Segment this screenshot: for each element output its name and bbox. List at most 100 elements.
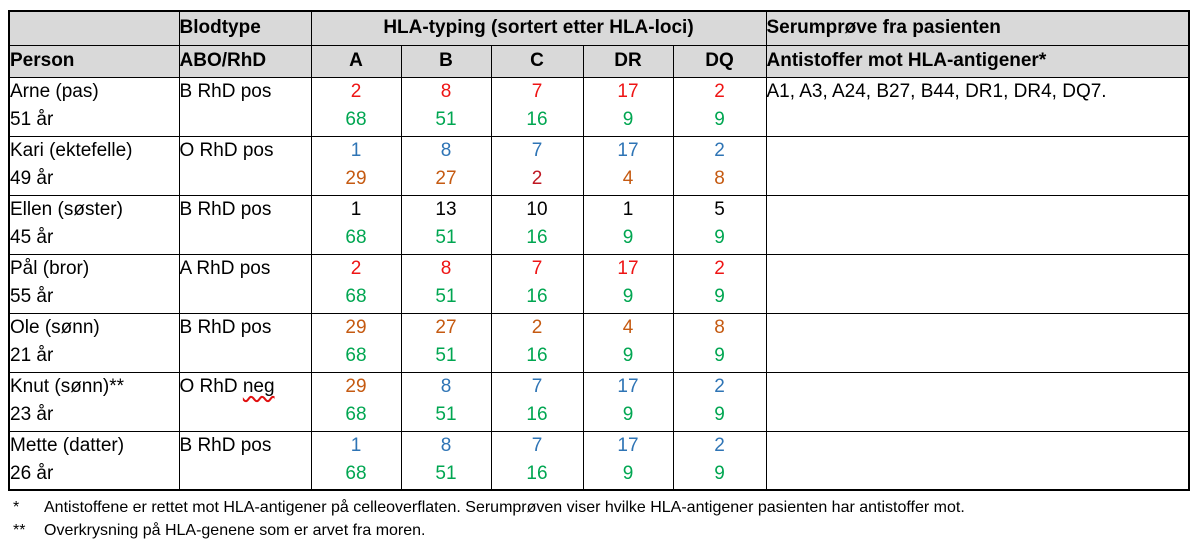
hla-bottom-value: 51 — [435, 226, 457, 248]
header-antibodies: Antistoffer mot HLA-antigener* — [765, 44, 1190, 78]
hla-top-value: 17 — [617, 80, 639, 102]
hla-top-value: 8 — [440, 375, 452, 397]
hla-top-value: 7 — [531, 375, 543, 397]
hla-bottom-value: 9 — [622, 344, 634, 366]
hla-top-value: 4 — [622, 316, 634, 338]
hla-bottom-value: 16 — [526, 285, 548, 307]
person-name: Kari (ektefelle) — [10, 139, 133, 161]
header-locus-c: C — [490, 44, 584, 78]
hla-value-cell: 7 16 — [490, 430, 584, 491]
hla-value-cell: 8 51 — [400, 371, 492, 432]
person-age: 26 år — [10, 462, 54, 484]
hla-bottom-value: 16 — [526, 344, 548, 366]
hla-bottom-value: 9 — [714, 285, 725, 307]
footnotes: * Antistoffene er rettet mot HLA-antigen… — [13, 496, 1183, 542]
hla-top-value: 7 — [531, 434, 543, 456]
hla-top-value: 8 — [440, 80, 452, 102]
person-age: 55 år — [10, 285, 54, 307]
hla-top-value: 2 — [714, 257, 725, 279]
hla-top-value: 2 — [714, 434, 725, 456]
header-locus-b: B — [400, 44, 492, 78]
person-age: 21 år — [10, 344, 54, 366]
hla-top-value: 2 — [350, 257, 362, 279]
hla-top-value: 2 — [350, 80, 362, 102]
blood-type-cell: A RhD pos — [178, 253, 312, 314]
blood-type-text: B RhD pos — [179, 198, 272, 220]
footnote-text: Overkrysning på HLA-genene som er arvet … — [44, 522, 426, 539]
person-age: 51 år — [10, 108, 54, 130]
hla-bottom-value: 16 — [526, 226, 548, 248]
blood-type-cell: O RhD neg — [178, 371, 312, 432]
hla-value-cell: 1 29 — [310, 135, 402, 196]
antibodies-cell — [765, 194, 1190, 255]
hla-value-cell: 17 4 — [582, 135, 674, 196]
hla-value-cell: 17 9 — [582, 253, 674, 314]
hla-top-value: 13 — [435, 198, 457, 220]
table-row: Kari (ektefelle) 49 år O RhD pos 1 29 8 27 7 2 17… — [8, 135, 1190, 196]
antibodies-cell — [765, 430, 1190, 491]
hla-value-cell: 7 16 — [490, 371, 584, 432]
hla-top-value: 17 — [617, 375, 639, 397]
hla-value-cell: 29 68 — [310, 371, 402, 432]
person-age: 45 år — [10, 226, 54, 248]
hla-bottom-value: 8 — [714, 167, 725, 189]
table-row: Ellen (søster) 45 år B RhD pos 1 68 13 51 10 16 1… — [8, 194, 1190, 255]
footnote-crossover: ** Overkrysning på HLA-genene som er arv… — [13, 519, 1183, 542]
blood-type-cell: B RhD pos — [178, 76, 312, 137]
hla-top-value: 1 — [350, 198, 362, 220]
header-locus-a: A — [310, 44, 402, 78]
hla-bottom-value: 68 — [345, 285, 367, 307]
hla-top-value: 17 — [617, 434, 639, 456]
table-row: Ole (sønn) 21 år B RhD pos 29 68 27 51 2 16 4 9 8 9 — [8, 312, 1190, 373]
blood-type-text: O RhD pos — [179, 139, 274, 161]
header-blodtype: Blodtype — [178, 10, 312, 46]
hla-top-value: 17 — [617, 257, 639, 279]
hla-value-cell: 17 9 — [582, 76, 674, 137]
hla-value-cell: 8 51 — [400, 430, 492, 491]
hla-top-value: 5 — [714, 198, 725, 220]
footnote-marker: * — [13, 499, 20, 516]
hla-top-value: 1 — [350, 139, 362, 161]
hla-value-cell: 8 51 — [400, 76, 492, 137]
hla-bottom-value: 9 — [622, 108, 634, 130]
table-body: Arne (pas) 51 år B RhD pos 2 68 8 51 7 16 17 9 2 9 A1… — [8, 76, 1190, 491]
antibodies-cell — [765, 371, 1190, 432]
hla-bottom-value: 51 — [435, 285, 457, 307]
hla-top-value: 8 — [440, 257, 452, 279]
person-name: Ellen (søster) — [10, 198, 123, 220]
hla-value-cell: 29 68 — [310, 312, 402, 373]
corner-cell — [8, 10, 180, 46]
hla-top-value: 2 — [531, 316, 543, 338]
hla-bottom-value: 4 — [622, 167, 634, 189]
table-row: Pål (bror) 55 år A RhD pos 2 68 8 51 7 16 17 9 2 9 — [8, 253, 1190, 314]
hla-typing-table: Blodtype HLA-typing (sortert etter HLA-l… — [8, 10, 1190, 491]
person-name: Pål (bror) — [10, 257, 90, 279]
header-person: Person — [8, 44, 180, 78]
person-name: Ole (sønn) — [10, 316, 100, 338]
header-abo-rhd: ABO/RhD — [178, 44, 312, 78]
hla-top-value: 2 — [714, 139, 725, 161]
antibodies-cell — [765, 135, 1190, 196]
antibodies-cell — [765, 253, 1190, 314]
hla-bottom-value: 29 — [345, 167, 367, 189]
antibodies-text: A1, A3, A24, B27, B44, DR1, DR4, DQ7. — [766, 80, 1107, 102]
hla-value-cell: 17 9 — [582, 371, 674, 432]
person-cell: Knut (sønn)** 23 år — [8, 371, 180, 432]
hla-top-value: 2 — [714, 80, 725, 102]
person-cell: Pål (bror) 55 år — [8, 253, 180, 314]
hla-value-cell: 8 51 — [400, 253, 492, 314]
hla-bottom-value: 68 — [345, 344, 367, 366]
person-cell: Ellen (søster) 45 år — [8, 194, 180, 255]
hla-value-cell: 7 16 — [490, 253, 584, 314]
person-name: Mette (datter) — [10, 434, 125, 456]
person-age: 23 år — [10, 403, 54, 425]
hla-top-value: 27 — [435, 316, 457, 338]
footnote-antibodies: * Antistoffene er rettet mot HLA-antigen… — [13, 496, 1183, 519]
hla-top-value: 8 — [440, 434, 452, 456]
hla-bottom-value: 68 — [345, 108, 367, 130]
hla-top-value: 8 — [440, 139, 452, 161]
